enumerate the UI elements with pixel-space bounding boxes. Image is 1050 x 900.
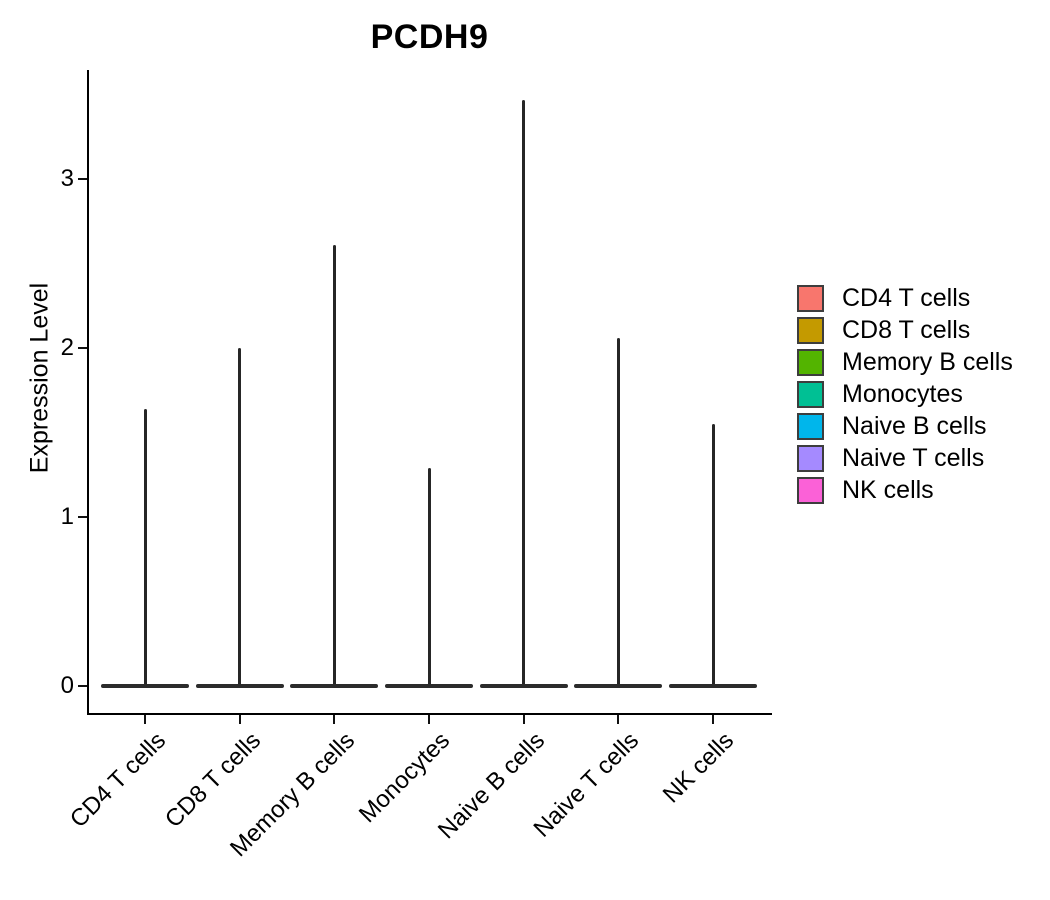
- x-axis-tick: [333, 715, 336, 724]
- y-axis-tick: [78, 178, 87, 180]
- violin-base: [195, 684, 284, 688]
- legend-color-swatch: [797, 381, 824, 408]
- y-axis-tick-label: 1: [60, 503, 74, 530]
- legend-item-label: CD4 T cells: [842, 284, 971, 312]
- plot-title: PCDH9: [370, 18, 489, 56]
- violin-spike: [616, 337, 620, 688]
- legend-item-label: Naive B cells: [842, 412, 987, 440]
- legend-item-label: Memory B cells: [842, 348, 1013, 376]
- x-axis-tick: [712, 715, 715, 724]
- x-axis-tick: [617, 715, 620, 724]
- violin-base: [290, 684, 379, 688]
- legend-color-swatch: [797, 413, 824, 440]
- legend-item: Monocytes: [797, 381, 1013, 408]
- violin-base: [574, 684, 663, 688]
- legend-item: Naive B cells: [797, 413, 1013, 440]
- legend-item-label: NK cells: [842, 476, 934, 504]
- legend-item: Naive T cells: [797, 445, 1013, 472]
- violin-spike: [143, 408, 147, 688]
- y-axis-tick: [78, 685, 87, 687]
- legend-color-swatch: [797, 445, 824, 472]
- x-axis-line: [87, 713, 772, 715]
- y-axis-tick-label: 0: [60, 672, 74, 699]
- violin-spike: [332, 244, 336, 688]
- violin-spike: [238, 348, 242, 688]
- legend-item-label: Naive T cells: [842, 444, 985, 472]
- x-axis-tick: [144, 715, 146, 724]
- y-axis-tick: [78, 516, 87, 518]
- y-axis-tick: [78, 347, 87, 349]
- legend-item: CD4 T cells: [797, 285, 1013, 312]
- legend-color-swatch: [797, 317, 824, 344]
- y-axis-label: Expression Level: [25, 282, 54, 474]
- legend-item: CD8 T cells: [797, 317, 1013, 344]
- violin-spike: [427, 467, 431, 688]
- y-axis-tick-label: 2: [60, 334, 74, 361]
- legend: CD4 T cells CD8 T cells Memory B cells Mono…: [797, 285, 1013, 509]
- violin-base: [101, 684, 189, 688]
- violin-base: [385, 684, 473, 688]
- y-axis-tick-label: 3: [60, 165, 74, 192]
- legend-color-swatch: [797, 285, 824, 312]
- y-axis-line: [87, 70, 89, 714]
- legend-item-label: CD8 T cells: [842, 316, 971, 344]
- legend-color-swatch: [797, 349, 824, 376]
- x-axis-tick: [238, 715, 241, 724]
- violin-base: [669, 684, 758, 688]
- violin-spike: [522, 99, 526, 688]
- legend-item: NK cells: [797, 477, 1013, 504]
- x-axis-tick: [522, 715, 525, 724]
- violin-spike: [711, 424, 715, 688]
- x-axis-tick-label: Monocytes: [353, 727, 456, 829]
- x-axis-tick-label: NK cells: [657, 727, 740, 809]
- legend-item-label: Monocytes: [842, 380, 963, 408]
- legend-color-swatch: [797, 477, 824, 504]
- x-axis-tick-label: CD4 T cells: [64, 727, 172, 834]
- violin-base: [479, 684, 568, 688]
- x-axis-tick: [428, 715, 430, 724]
- legend-item: Memory B cells: [797, 349, 1013, 376]
